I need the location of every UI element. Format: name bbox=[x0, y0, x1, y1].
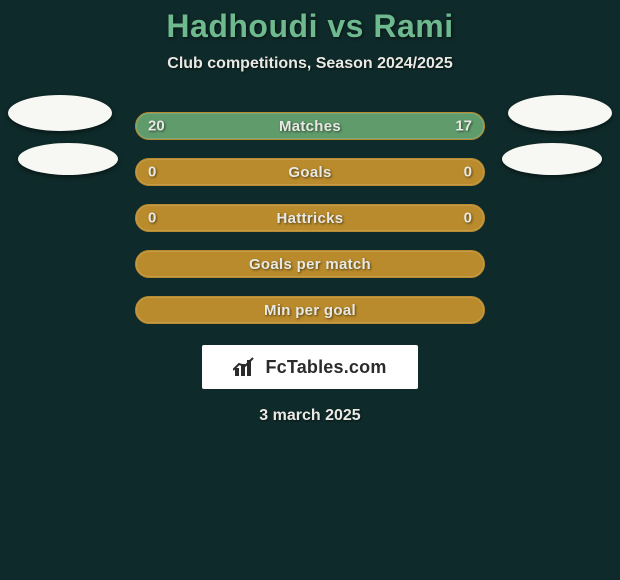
player-left-avatar-secondary bbox=[18, 143, 118, 175]
stat-bar-goals: 0 Goals 0 bbox=[135, 158, 485, 186]
stat-row: 0 Goals 0 bbox=[0, 149, 620, 195]
stat-left-value: 0 bbox=[148, 210, 156, 227]
snapshot-date: 3 march 2025 bbox=[259, 407, 360, 425]
source-logo: FcTables.com bbox=[202, 345, 418, 389]
player-right-avatar-secondary bbox=[502, 143, 602, 175]
stat-bar-min-per-goal: Min per goal bbox=[135, 296, 485, 324]
player-left-avatar bbox=[8, 95, 112, 131]
stat-left-value: 20 bbox=[148, 118, 165, 135]
stat-left-value: 0 bbox=[148, 164, 156, 181]
stat-label: Min per goal bbox=[264, 302, 356, 319]
stat-bar-goals-per-match: Goals per match bbox=[135, 250, 485, 278]
page-title: Hadhoudi vs Rami bbox=[166, 8, 453, 45]
stat-right-value: 0 bbox=[464, 210, 472, 227]
stat-right-value: 0 bbox=[464, 164, 472, 181]
stat-label: Hattricks bbox=[277, 210, 344, 227]
stat-row: Goals per match bbox=[0, 241, 620, 287]
source-logo-text: FcTables.com bbox=[265, 357, 386, 378]
stat-bar-hattricks: 0 Hattricks 0 bbox=[135, 204, 485, 232]
stat-label: Goals per match bbox=[249, 256, 371, 273]
stat-row: 20 Matches 17 bbox=[0, 103, 620, 149]
stat-bar-matches: 20 Matches 17 bbox=[135, 112, 485, 140]
page-subtitle: Club competitions, Season 2024/2025 bbox=[167, 55, 452, 73]
player-right-avatar bbox=[508, 95, 612, 131]
stat-row: 0 Hattricks 0 bbox=[0, 195, 620, 241]
stat-label: Goals bbox=[288, 164, 331, 181]
stat-row: Min per goal bbox=[0, 287, 620, 333]
bar-chart-icon bbox=[233, 356, 259, 378]
stat-right-value: 17 bbox=[455, 118, 472, 135]
stat-label: Matches bbox=[279, 118, 341, 135]
comparison-card: Hadhoudi vs Rami Club competitions, Seas… bbox=[0, 0, 620, 580]
